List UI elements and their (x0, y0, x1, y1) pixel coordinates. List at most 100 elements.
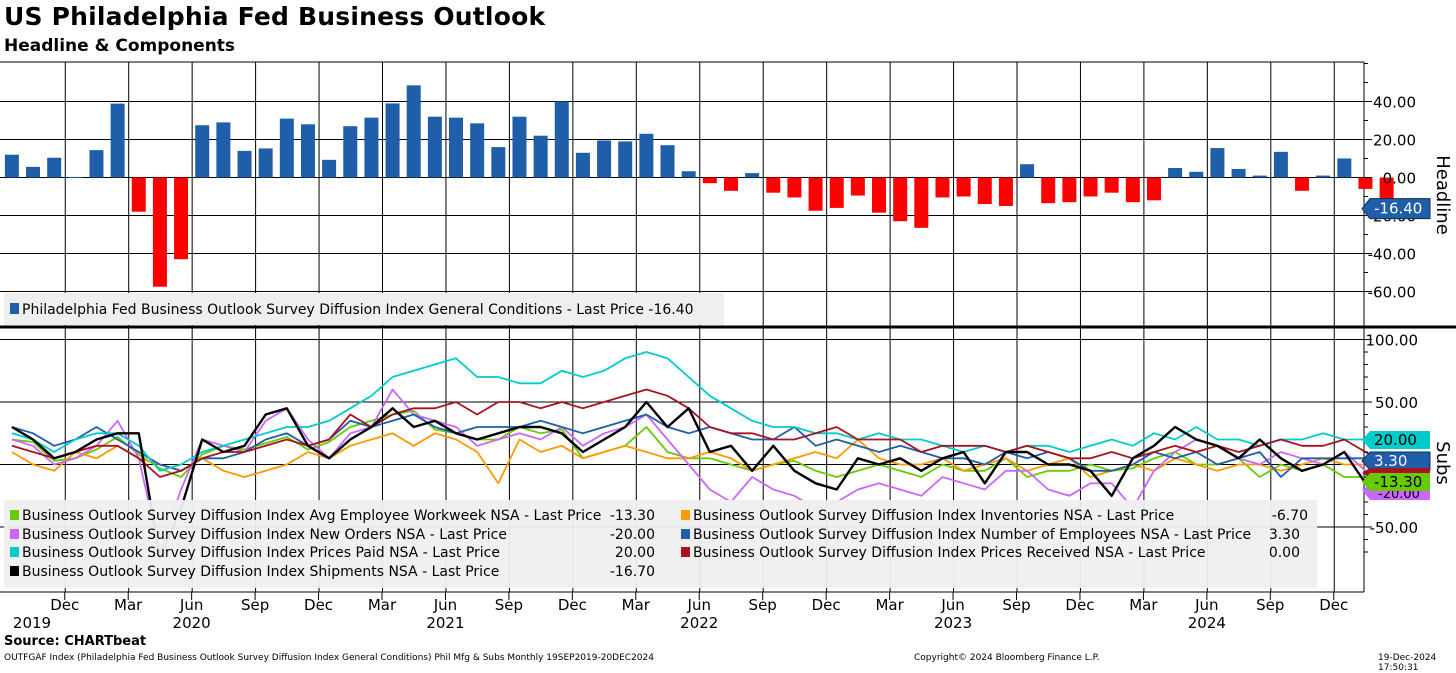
legend-value: 20.00 (615, 545, 655, 561)
y-tick-label: -60.00 (1368, 284, 1416, 302)
headline-bar (195, 125, 210, 178)
legend-value: -13.30 (610, 508, 655, 524)
x-month-label: Sep (495, 596, 523, 614)
series-line (11, 409, 1387, 482)
series-line (11, 388, 1388, 478)
value-tag-label: 3.30 (1374, 452, 1407, 470)
headline-bar (491, 147, 506, 178)
series-line (11, 351, 1387, 472)
headline-bar (723, 177, 738, 191)
legend-swatch (681, 510, 690, 520)
headline-bar (702, 177, 717, 184)
legend-value: -20.00 (610, 527, 655, 543)
subs-panel-label: Subs (1432, 441, 1453, 485)
headline-bar (618, 141, 633, 178)
legend-entry: Business Outlook Survey Diffusion Index … (693, 545, 1206, 561)
headline-bar (237, 150, 252, 178)
headline-bar (1252, 175, 1267, 178)
x-month-label: Dec (812, 596, 841, 614)
legend-value: 3.30 (1269, 527, 1300, 543)
x-month-label: Jun (940, 596, 964, 614)
headline-bar (279, 118, 294, 178)
headline-bar (808, 177, 823, 211)
headline-bar (110, 103, 125, 178)
value-tag (1362, 431, 1430, 449)
headline-bar (68, 176, 83, 178)
headline-bar (406, 85, 421, 178)
legend-swatch (10, 547, 19, 557)
legend-value: -6.70 (1272, 508, 1308, 524)
headline-bar (575, 152, 590, 178)
x-month-label: Mar (622, 596, 651, 614)
headline-bar (597, 140, 612, 178)
legend-value: 0.00 (1269, 545, 1300, 561)
legend-swatch (10, 566, 19, 576)
y-tick-label: -50.00 (1370, 519, 1418, 537)
legend-entry: Business Outlook Survey Diffusion Index … (22, 527, 507, 543)
headline-bar (89, 150, 104, 178)
x-year-label: 2024 (1188, 614, 1226, 632)
y-tick-label: 40.00 (1373, 94, 1416, 112)
headline-legend-text: Philadelphia Fed Business Outlook Survey… (22, 302, 694, 318)
headline-bar (26, 166, 41, 178)
headline-bar (322, 159, 337, 178)
x-month-label: Jun (1194, 596, 1218, 614)
headline-bar (1210, 148, 1225, 178)
headline-bar (956, 177, 971, 197)
headline-bar (914, 177, 929, 228)
headline-bar (660, 145, 675, 178)
x-month-label: Jun (179, 596, 203, 614)
headline-bar (533, 135, 548, 178)
headline-bar (893, 177, 908, 222)
headline-bar (554, 101, 569, 178)
legend-swatch (10, 510, 19, 520)
headline-bar (1104, 177, 1119, 193)
y-tick-label: 100.00 (1366, 332, 1419, 350)
x-month-label: Jun (687, 596, 711, 614)
headline-bar (216, 122, 231, 178)
x-month-label: Sep (1256, 596, 1284, 614)
headline-bar (977, 177, 992, 205)
legend-swatch (10, 529, 19, 539)
x-month-label: Mar (1129, 596, 1158, 614)
headline-panel-label: Headline (1432, 155, 1453, 235)
legend-entry: Business Outlook Survey Diffusion Index … (693, 527, 1251, 543)
value-tag-label: 20.00 (1374, 431, 1417, 449)
headline-bar (1062, 177, 1077, 203)
headline-bar (1125, 177, 1140, 203)
footer-copyright: Copyright© 2024 Bloomberg Finance L.P. (914, 653, 1100, 663)
headline-bar (681, 171, 696, 178)
x-year-label: 2021 (426, 614, 464, 632)
panel-frames (0, 61, 1456, 593)
series-line (11, 388, 1388, 553)
y-tick-label: -40.00 (1368, 246, 1416, 264)
headline-bar (1273, 151, 1288, 178)
headline-bar (385, 103, 400, 178)
headline-bar (427, 116, 442, 178)
headline-bar (1337, 158, 1352, 178)
chart-title: US Philadelphia Fed Business Outlook (4, 2, 546, 31)
headline-bar (152, 177, 167, 287)
headline-bar (364, 117, 379, 178)
headline-bars (4, 85, 1394, 287)
headline-bar (300, 124, 315, 178)
subs-y-axis: 100.00 50.00 -50.00 (1364, 332, 1418, 553)
source-label: Source: CHARTbeat (4, 634, 147, 649)
x-month-label: Dec (558, 596, 587, 614)
headline-bar (470, 123, 485, 178)
x-month-label: Jun (433, 596, 457, 614)
headline-bar (766, 177, 781, 193)
headline-bar (174, 177, 189, 260)
headline-bar (850, 177, 865, 196)
headline-bar (935, 177, 950, 198)
headline-bar (4, 154, 19, 178)
headline-bar (131, 177, 146, 212)
value-tag-label: -13.30 (1374, 473, 1422, 491)
headline-bar (47, 157, 62, 178)
headline-bar (639, 133, 654, 178)
headline-bar (1020, 164, 1035, 178)
headline-bar (1146, 177, 1161, 201)
